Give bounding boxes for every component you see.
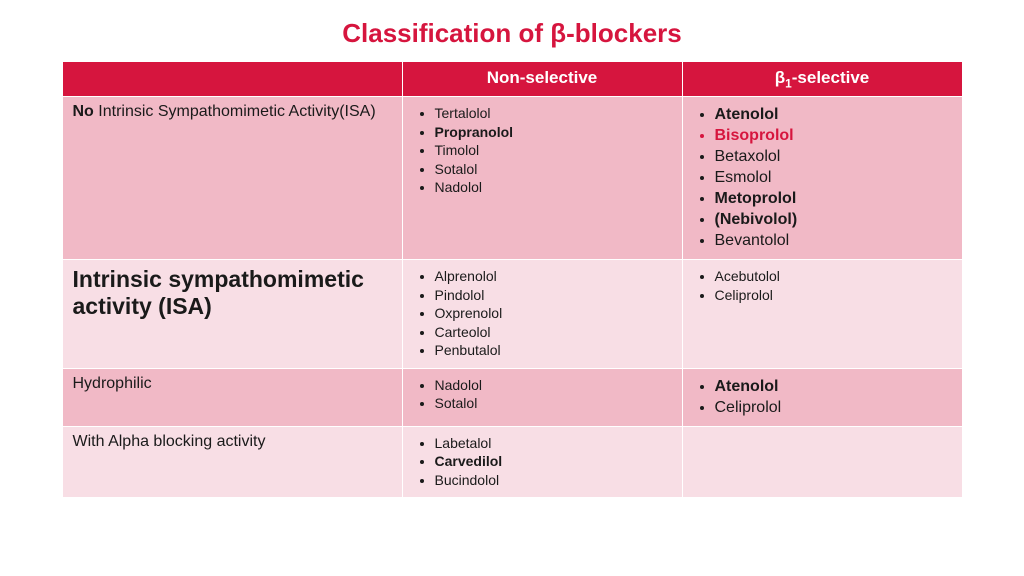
page-title: Classification of β-blockers bbox=[0, 0, 1024, 61]
list-item: Esmolol bbox=[715, 168, 952, 188]
list-item: Pindolol bbox=[435, 287, 672, 305]
table-cell: NadololSotalol bbox=[402, 368, 682, 426]
row-label: Hydrophilic bbox=[62, 368, 402, 426]
classification-table: Non-selective β1-selective No Intrinsic … bbox=[62, 61, 963, 498]
header-b1selective: β1-selective bbox=[682, 62, 962, 97]
list-item: Nadolol bbox=[435, 377, 672, 395]
list-item: Carteolol bbox=[435, 324, 672, 342]
list-item: Atenolol bbox=[715, 377, 952, 397]
table-cell: AtenololCeliprolol bbox=[682, 368, 962, 426]
table-cell: TertalololPropranololTimololSotalolNadol… bbox=[402, 97, 682, 260]
table-cell: LabetalolCarvedilolBucindolol bbox=[402, 426, 682, 498]
header-blank bbox=[62, 62, 402, 97]
header-b1-post: -selective bbox=[792, 68, 870, 87]
list-item: Bucindolol bbox=[435, 472, 672, 490]
table-cell bbox=[682, 426, 962, 498]
list-item: Sotalol bbox=[435, 161, 672, 179]
table-row: HydrophilicNadololSotalolAtenololCelipro… bbox=[62, 368, 962, 426]
list-item: Nadolol bbox=[435, 179, 672, 197]
list-item: Sotalol bbox=[435, 395, 672, 413]
list-item: Bisoprolol bbox=[715, 126, 952, 146]
table-cell: AlprenololPindololOxprenololCarteololPen… bbox=[402, 260, 682, 369]
table-row: No Intrinsic Sympathomimetic Activity(IS… bbox=[62, 97, 962, 260]
list-item: Acebutolol bbox=[715, 268, 952, 286]
list-item: Betaxolol bbox=[715, 147, 952, 167]
list-item: Tertalolol bbox=[435, 105, 672, 123]
list-item: Bevantolol bbox=[715, 231, 952, 251]
list-item: Propranolol bbox=[435, 124, 672, 142]
list-item: Carvedilol bbox=[435, 453, 672, 471]
list-item: Metoprolol bbox=[715, 189, 952, 209]
row-label: Intrinsic sympathomimetic activity (ISA) bbox=[62, 260, 402, 369]
list-item: Timolol bbox=[435, 142, 672, 160]
table-row: With Alpha blocking activityLabetalolCar… bbox=[62, 426, 962, 498]
table-cell: AcebutololCeliprolol bbox=[682, 260, 962, 369]
list-item: (Nebivolol) bbox=[715, 210, 952, 230]
row-label: No Intrinsic Sympathomimetic Activity(IS… bbox=[62, 97, 402, 260]
list-item: Labetalol bbox=[435, 435, 672, 453]
table-row: Intrinsic sympathomimetic activity (ISA)… bbox=[62, 260, 962, 369]
header-b1-sub: 1 bbox=[785, 76, 792, 90]
table-cell: AtenololBisoprololBetaxololEsmololMetopr… bbox=[682, 97, 962, 260]
list-item: Atenolol bbox=[715, 105, 952, 125]
list-item: Oxprenolol bbox=[435, 305, 672, 323]
list-item: Penbutalol bbox=[435, 342, 672, 360]
list-item: Celiprolol bbox=[715, 287, 952, 305]
header-b1-pre: β bbox=[775, 68, 785, 87]
header-nonselective: Non-selective bbox=[402, 62, 682, 97]
list-item: Alprenolol bbox=[435, 268, 672, 286]
list-item: Celiprolol bbox=[715, 398, 952, 418]
row-label: With Alpha blocking activity bbox=[62, 426, 402, 498]
table-body: No Intrinsic Sympathomimetic Activity(IS… bbox=[62, 97, 962, 498]
header-row: Non-selective β1-selective bbox=[62, 62, 962, 97]
